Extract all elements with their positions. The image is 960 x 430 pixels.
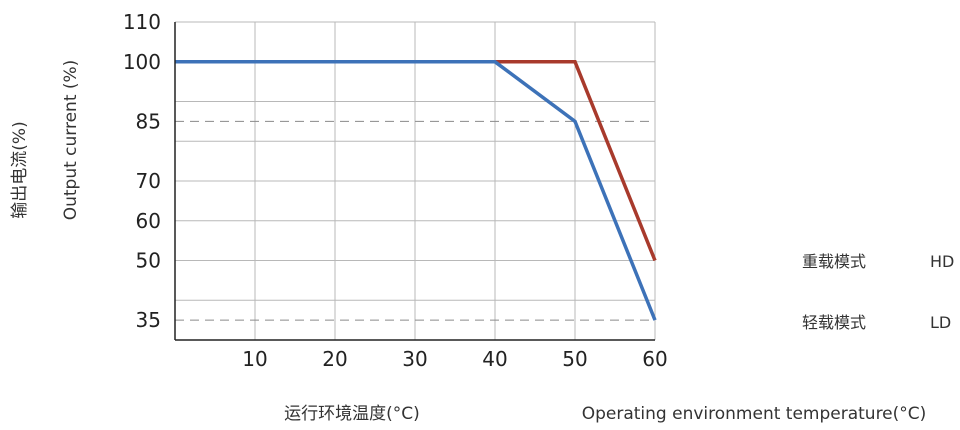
y-axis-title-en: Output current (%) (61, 60, 81, 221)
legend-ld-label-cn: 轻载模式 (802, 313, 866, 332)
x-axis-title-en: Operating environment temperature(°C) (582, 404, 927, 424)
series-group (175, 60, 657, 321)
series-line-1 (175, 60, 657, 321)
y-tick-label-85: 85 (136, 109, 161, 133)
x-tick-label-30: 30 (402, 347, 427, 371)
x-tick-label-50: 50 (562, 347, 587, 371)
y-axis-title-cn: 输出电流(%) (10, 121, 30, 218)
legend-ld-label-en: LD (930, 313, 951, 332)
grid (174, 21, 656, 340)
y-tick-label-60: 60 (136, 209, 161, 233)
x-tick-label-40: 40 (482, 347, 507, 371)
y-tick-label-110: 110 (123, 10, 161, 34)
y-tick-label-50: 50 (136, 249, 161, 273)
y-tick-label-100: 100 (123, 50, 161, 74)
legend-hd-label-en: HD (930, 252, 954, 271)
x-tick-label-60: 60 (642, 347, 667, 371)
legend-hd-label-cn: 重载模式 (802, 252, 866, 271)
tick-labels: 110 100 85 70 60 50 35 10 20 30 40 50 60 (123, 10, 668, 371)
x-tick-label-10: 10 (242, 347, 267, 371)
x-tick-label-20: 20 (322, 347, 347, 371)
x-axis-title-cn: 运行环境温度(°C) (284, 404, 420, 424)
y-tick-label-70: 70 (136, 169, 161, 193)
reference-lines (175, 120, 655, 321)
y-tick-label-35: 35 (136, 308, 161, 332)
axes (174, 22, 655, 341)
